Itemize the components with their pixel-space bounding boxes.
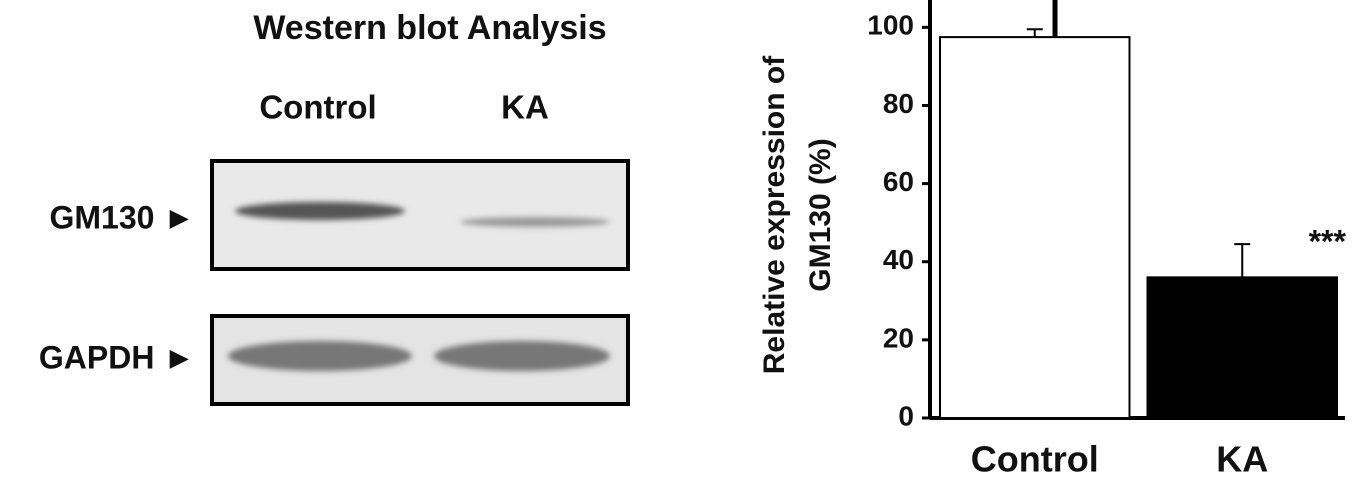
bar xyxy=(940,37,1130,418)
y-axis-label: GM130 (%) xyxy=(804,138,837,291)
bar xyxy=(1148,277,1338,418)
y-tick-label: 40 xyxy=(883,244,914,275)
y-tick-label: 60 xyxy=(883,166,914,197)
x-tick-label: Control xyxy=(971,439,1099,480)
y-tick-label: 80 xyxy=(883,88,914,119)
y-tick-label: 20 xyxy=(883,322,914,353)
band xyxy=(235,202,405,220)
lane-label: Control xyxy=(259,89,376,126)
band-label: GM130 ► xyxy=(50,199,196,235)
significance: *** xyxy=(1309,224,1347,260)
lane-label: KA xyxy=(501,89,549,126)
bar-chart: 0 20 40 60 80 100 Relative expression of GM130 … xyxy=(758,0,1347,480)
y-tick-label: 0 xyxy=(898,400,914,431)
blot-title: Western blot Analysis xyxy=(253,9,606,47)
band xyxy=(460,217,610,227)
y-axis-label: Relative expression of xyxy=(758,55,791,374)
figure: Western blot Analysis Control KA GM130 ►… xyxy=(0,0,1360,485)
band xyxy=(228,341,412,371)
x-tick-label: KA xyxy=(1216,439,1268,480)
y-tick-label: 100 xyxy=(867,10,914,41)
band-label: GAPDH ► xyxy=(39,339,195,375)
band xyxy=(434,341,610,371)
